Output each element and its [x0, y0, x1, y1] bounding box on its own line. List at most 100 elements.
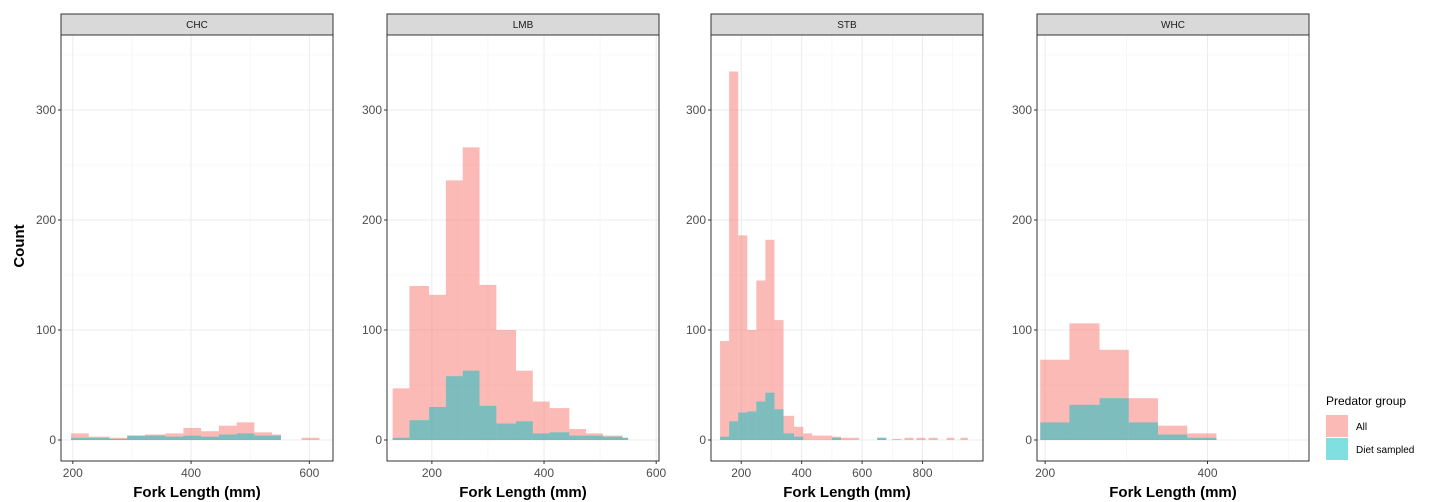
- bar-stb-all: [812, 435, 823, 440]
- bar-lmb-diet-sampled: [586, 435, 603, 440]
- facet-lmb: LMB 0 100 200 300 200 400 600 Fork Length (mm): [362, 13, 667, 501]
- x-tick-label: 400: [1197, 466, 1217, 480]
- bar-lmb-diet-sampled: [532, 433, 550, 440]
- bar-whc-diet-sampled: [1157, 434, 1188, 440]
- y-tick-label: 200: [36, 213, 56, 227]
- bar-stb-diet-sampled: [783, 433, 795, 440]
- bar-lmb-diet-sampled: [622, 437, 629, 440]
- y-tick-label: 0: [1025, 433, 1032, 447]
- y-tick-label: 0: [375, 433, 382, 447]
- bar-stb-all: [822, 435, 832, 440]
- y-tick-label: 300: [686, 103, 706, 117]
- x-tick-label: 600: [299, 466, 319, 480]
- x-axis-title: Fork Length (mm): [459, 484, 587, 501]
- y-axis-title: Count: [11, 224, 28, 267]
- bar-stb-all: [756, 280, 766, 440]
- bar-stb-diet-sampled: [747, 411, 757, 440]
- bar-lmb-diet-sampled: [429, 407, 446, 440]
- bar-lmb-all: [569, 429, 587, 440]
- bar-lmb-diet-sampled: [496, 423, 516, 440]
- bar-stb-all: [960, 437, 968, 440]
- legend: Predator group All Diet sampled: [1326, 394, 1414, 460]
- bar-stb-all: [892, 438, 902, 440]
- strip-label-stb: STB: [837, 20, 857, 31]
- strip-label-whc: WHC: [1161, 20, 1185, 31]
- bar-stb-all: [774, 320, 784, 440]
- panel-border-whc: [1036, 34, 1310, 462]
- bar-chc-diet-sampled: [109, 438, 128, 440]
- bar-lmb-all: [429, 294, 446, 440]
- legend-key-diet-sampled: [1326, 438, 1348, 460]
- strip-label-chc: CHC: [186, 20, 208, 31]
- y-tick-label: 300: [36, 103, 56, 117]
- bar-chc-diet-sampled: [127, 435, 166, 440]
- bar-stb-diet-sampled: [738, 412, 748, 440]
- bar-chc-all: [71, 433, 89, 440]
- bar-stb-all: [803, 433, 813, 440]
- bar-stb-all: [916, 437, 926, 440]
- legend-label-diet-sampled: Diet sampled: [1356, 445, 1414, 456]
- y-tick-label: 0: [49, 433, 56, 447]
- y-tick-label: 100: [1012, 323, 1032, 337]
- bar-lmb-diet-sampled: [445, 376, 463, 440]
- bar-lmb-diet-sampled: [462, 370, 480, 440]
- panel-border-lmb: [386, 34, 660, 462]
- bar-stb-all: [840, 437, 851, 440]
- bar-lmb-all: [409, 286, 430, 440]
- y-tick-label: 300: [1012, 103, 1032, 117]
- y-tick-label: 300: [362, 103, 382, 117]
- x-axis-title: Fork Length (mm): [133, 484, 261, 501]
- facet-chc: CHC 0 100 200 300 200 400 600 Fork Length (mm): [36, 13, 334, 501]
- panel-background-chc: [61, 35, 333, 461]
- bar-chc-diet-sampled: [165, 436, 184, 440]
- strip-label-lmb: LMB: [513, 20, 534, 31]
- bar-stb-diet-sampled: [794, 436, 804, 440]
- bar-whc-diet-sampled: [1187, 437, 1217, 440]
- bar-stb-diet-sampled: [756, 401, 766, 440]
- y-tick-label: 100: [36, 323, 56, 337]
- bar-stb-all: [850, 437, 860, 440]
- y-tick-label: 200: [1012, 213, 1032, 227]
- bar-chc-diet-sampled: [218, 434, 237, 440]
- x-tick-label: 200: [422, 466, 442, 480]
- x-tick-label: 600: [852, 466, 872, 480]
- bar-stb-all: [738, 235, 748, 440]
- bar-stb-all: [720, 341, 730, 440]
- bar-stb-all: [747, 330, 757, 440]
- x-tick-label: 400: [181, 466, 201, 480]
- x-tick-label: 400: [534, 466, 554, 480]
- bar-stb-diet-sampled: [831, 437, 841, 440]
- bar-lmb-diet-sampled: [479, 405, 497, 440]
- bar-stb-all: [783, 415, 795, 440]
- bar-lmb-all: [549, 408, 570, 440]
- bar-whc-diet-sampled: [1069, 404, 1100, 440]
- bar-stb-diet-sampled: [774, 409, 784, 440]
- bar-lmb-diet-sampled: [515, 421, 533, 440]
- x-tick-label: 200: [63, 466, 83, 480]
- bar-chc-diet-sampled: [254, 435, 281, 440]
- bar-stb-diet-sampled: [765, 392, 775, 440]
- bar-stb-all: [794, 426, 804, 440]
- bar-lmb-diet-sampled: [602, 436, 623, 440]
- bar-lmb-all: [496, 330, 516, 440]
- facet-whc: WHC 0 100 200 300 200 400 Fork Length (mm): [1012, 13, 1310, 501]
- legend-key-all: [1326, 415, 1348, 437]
- panel-border-chc: [60, 34, 334, 462]
- x-axis-title: Fork Length (mm): [1109, 484, 1237, 501]
- bar-stb-all: [729, 71, 739, 440]
- y-tick-label: 200: [362, 213, 382, 227]
- bar-stb-all: [904, 437, 914, 440]
- x-tick-label: 200: [1035, 466, 1055, 480]
- bar-lmb-all: [445, 180, 463, 440]
- bar-lmb-all: [479, 284, 497, 440]
- y-tick-label: 100: [686, 323, 706, 337]
- bar-stb-all: [928, 437, 938, 440]
- legend-title: Predator group: [1326, 394, 1406, 408]
- y-tick-label: 0: [699, 433, 706, 447]
- bar-whc-diet-sampled: [1099, 398, 1129, 440]
- bar-chc-diet-sampled: [71, 437, 110, 440]
- panel-border-stb: [710, 34, 984, 462]
- x-tick-label: 200: [731, 466, 751, 480]
- bar-chc-diet-sampled: [183, 435, 202, 440]
